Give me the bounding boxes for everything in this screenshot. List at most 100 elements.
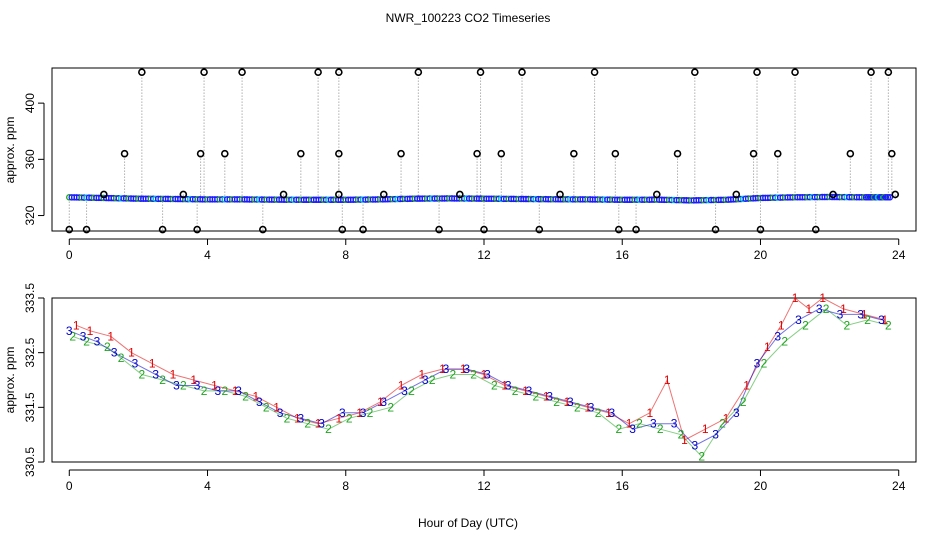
baseline-point xyxy=(874,194,882,201)
series-point-1: 1 xyxy=(605,406,612,420)
bot-x-tick-label: 8 xyxy=(342,479,349,493)
series-point-1: 1 xyxy=(882,313,889,327)
bot-x-tick-label: 0 xyxy=(66,479,73,493)
series-point-2: 2 xyxy=(387,400,394,414)
series-line-3 xyxy=(69,308,882,447)
series-point-2: 2 xyxy=(740,395,747,409)
series-point-1: 1 xyxy=(190,373,197,387)
series-point-2: 2 xyxy=(553,395,560,409)
baseline-point xyxy=(886,194,894,201)
bottom-x-axis: 0 4 8 12 16 20 24 xyxy=(66,469,906,493)
series-point-1: 1 xyxy=(439,362,446,376)
bot-x-tick-label: 4 xyxy=(204,479,211,493)
series-point-2: 2 xyxy=(678,428,685,442)
spike-point xyxy=(179,190,188,199)
spike-point xyxy=(279,190,288,199)
series-point-2: 2 xyxy=(657,422,664,436)
series-point-1: 1 xyxy=(664,373,671,387)
series-point-1: 1 xyxy=(743,378,750,392)
spike-point xyxy=(846,149,855,158)
series-point-1: 1 xyxy=(315,417,322,431)
top-x-tick-label: 20 xyxy=(754,248,768,262)
series-point-3: 3 xyxy=(380,395,387,409)
series-point-2: 2 xyxy=(325,422,332,436)
series-point-1: 1 xyxy=(87,324,94,338)
series-point-2: 2 xyxy=(532,389,539,403)
spike-point xyxy=(773,149,782,158)
spike-point xyxy=(518,68,526,77)
series-point-3: 3 xyxy=(774,329,781,343)
top-x-tick-label: 8 xyxy=(342,248,349,262)
series-point-3: 3 xyxy=(235,384,242,398)
top-x-axis: 0 4 8 12 16 20 24 xyxy=(66,238,906,262)
series-point-3: 3 xyxy=(94,335,101,349)
series-point-3: 3 xyxy=(215,384,222,398)
spike-point xyxy=(259,225,267,234)
spike-point xyxy=(632,225,640,234)
series-point-3: 3 xyxy=(671,417,678,431)
series-point-2: 2 xyxy=(823,302,830,316)
series-point-3: 3 xyxy=(567,395,574,409)
top-y-tick-label: 400 xyxy=(23,93,37,113)
series-point-3: 3 xyxy=(318,417,325,431)
top-panel: 0 4 8 12 16 20 24 320 360 400 approx. ppm xyxy=(3,67,917,262)
series-point-1: 1 xyxy=(294,411,301,425)
series-point-2: 2 xyxy=(159,373,166,387)
series-point-3: 3 xyxy=(546,389,553,403)
spike-point xyxy=(456,190,464,199)
series-point-1: 1 xyxy=(398,378,405,392)
spike-point xyxy=(497,149,506,158)
spike-point xyxy=(335,68,343,77)
baseline-point xyxy=(884,194,892,201)
spike-point xyxy=(221,149,229,158)
spike-point xyxy=(556,190,564,199)
series-point-1: 1 xyxy=(584,400,591,414)
series-point-1: 1 xyxy=(107,329,114,343)
bot-y-tick-label: 332.5 xyxy=(23,337,37,367)
spike-point xyxy=(238,68,246,77)
series-point-1: 1 xyxy=(418,368,425,382)
spike-point xyxy=(673,149,682,158)
spike-point xyxy=(867,68,875,77)
top-x-tick-label: 12 xyxy=(477,248,491,262)
spike-point xyxy=(158,225,167,234)
baseline-point xyxy=(864,194,872,201)
series-point-2: 2 xyxy=(864,313,871,327)
series-point-2: 2 xyxy=(574,400,581,414)
series-point-2: 2 xyxy=(118,351,125,365)
series-point-3: 3 xyxy=(484,368,491,382)
series-point-2: 2 xyxy=(761,357,768,371)
series-point-1: 1 xyxy=(460,362,467,376)
series-point-1: 1 xyxy=(702,422,709,436)
spike-point xyxy=(590,68,599,77)
spike-point xyxy=(535,225,544,234)
top-y-tick-label: 320 xyxy=(23,205,37,225)
series-point-3: 3 xyxy=(173,378,180,392)
series-point-1: 1 xyxy=(819,291,826,305)
spike-point xyxy=(829,190,837,199)
series-point-2: 2 xyxy=(242,389,249,403)
baseline-point xyxy=(868,194,876,201)
spike-point xyxy=(614,225,623,234)
baseline-point xyxy=(880,194,888,201)
series-point-3: 3 xyxy=(256,395,263,409)
series-point-2: 2 xyxy=(367,406,374,420)
series-point-3: 3 xyxy=(816,302,823,316)
series-point-2: 2 xyxy=(263,400,270,414)
series-point-3: 3 xyxy=(526,384,533,398)
series-point-2: 2 xyxy=(470,368,477,382)
series-point-1: 1 xyxy=(273,400,280,414)
series-point-3: 3 xyxy=(66,324,73,338)
series-point-3: 3 xyxy=(878,313,885,327)
series-point-1: 1 xyxy=(723,411,730,425)
baseline-point xyxy=(862,194,870,201)
series-point-1: 1 xyxy=(626,417,633,431)
series-point-3: 3 xyxy=(629,422,636,436)
series-point-1: 1 xyxy=(377,395,384,409)
series-point-2: 2 xyxy=(221,384,228,398)
spike-point xyxy=(297,149,305,158)
series-point-2: 2 xyxy=(201,384,208,398)
spike-point xyxy=(691,68,699,77)
spike-point xyxy=(888,149,896,158)
series-point-3: 3 xyxy=(111,346,118,360)
